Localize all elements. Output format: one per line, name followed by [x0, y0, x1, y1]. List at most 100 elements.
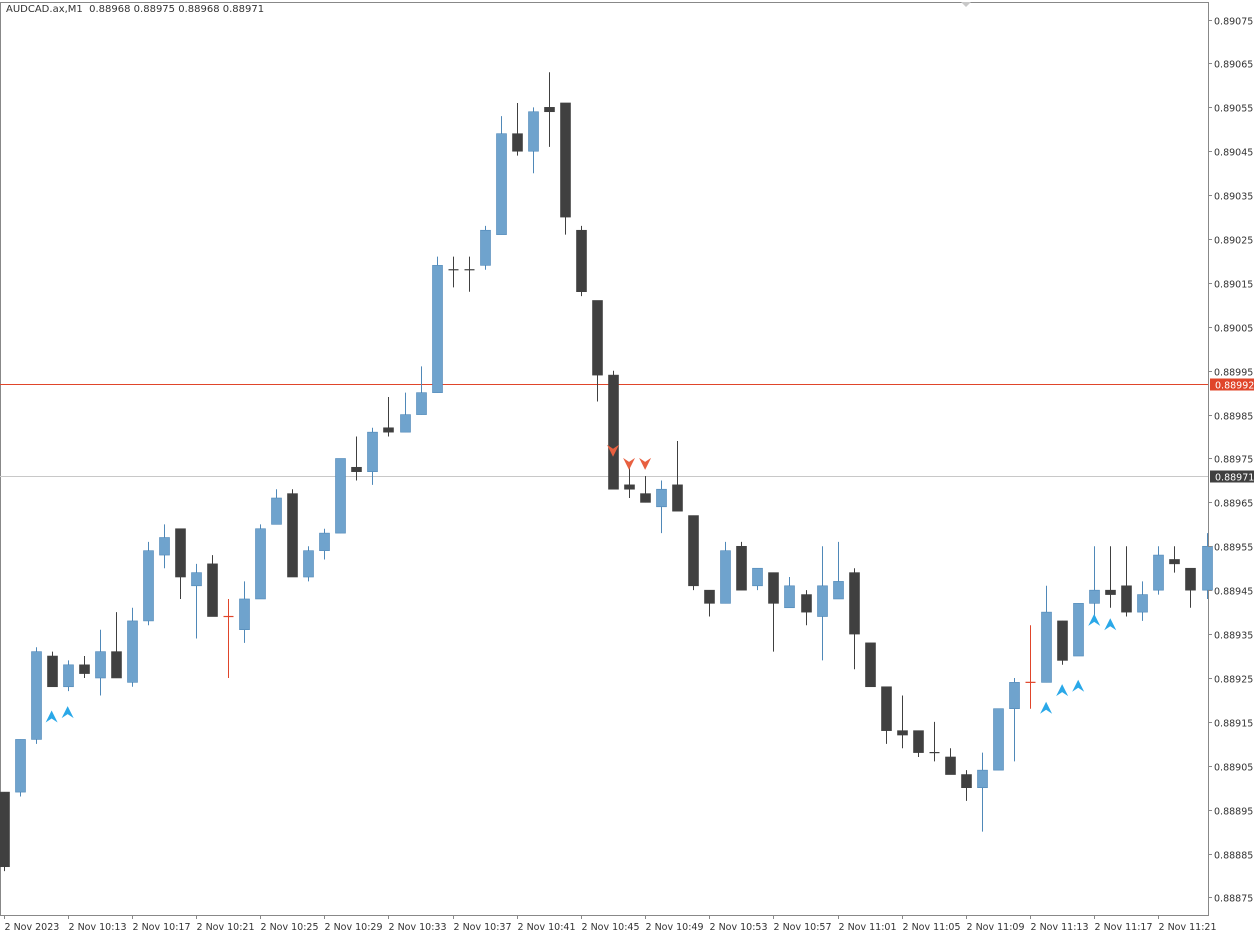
- y-tick-label: 0.89055: [1214, 104, 1253, 115]
- x-tick-label: 2 Nov 10:37: [454, 922, 512, 933]
- candle-bear: [383, 427, 394, 433]
- candle-bull: [255, 528, 266, 600]
- candle-bear: [608, 374, 619, 490]
- candle-bear: [111, 651, 122, 679]
- candle-bull: [1041, 611, 1052, 683]
- candle-bull: [1073, 603, 1084, 657]
- candle-bear: [207, 563, 218, 617]
- x-tick-label: 2 Nov 10:25: [261, 922, 319, 933]
- candle-bull: [416, 392, 427, 415]
- chart-shift-marker-icon[interactable]: [961, 2, 971, 7]
- candle-bear: [1121, 585, 1132, 613]
- y-tick-label: 0.89075: [1214, 17, 1253, 28]
- y-tick-label: 0.88945: [1214, 587, 1253, 598]
- price-label: 0.88992: [1215, 381, 1254, 392]
- candle-bull: [656, 488, 667, 508]
- candle-bull: [191, 572, 202, 587]
- bid-label: 0.88971: [1215, 473, 1254, 484]
- candle-bull: [31, 651, 42, 740]
- y-tick-label: 0.88985: [1214, 412, 1253, 423]
- x-tick-label: 2 Nov 2023: [5, 922, 60, 933]
- price-line-labels: 0.88992 0.88971: [1210, 378, 1254, 484]
- x-tick-label: 2 Nov 11:01: [839, 922, 897, 933]
- candle-bear: [287, 493, 298, 578]
- buy-arrow-icon: [1040, 701, 1053, 714]
- candle-bear: [881, 686, 892, 731]
- y-tick-label: 0.88965: [1214, 499, 1253, 510]
- candle-bear: [544, 107, 555, 113]
- symbol-label: AUDCAD.ax,M1: [6, 4, 83, 15]
- candle-bull: [127, 620, 138, 683]
- candle-bear: [351, 466, 362, 472]
- price-axis[interactable]: 0.89075 0.89065 0.89055 0.89045 0.89035 0.890…: [1208, 17, 1253, 905]
- price-label-box: [1210, 378, 1254, 391]
- y-tick-label: 0.89005: [1214, 324, 1253, 335]
- time-axis[interactable]: 2 Nov 2023 2 Nov 10:13 2 Nov 10:17 2 Nov 10…: [4, 915, 1217, 933]
- candle-bear: [672, 484, 683, 512]
- candle-bull: [1202, 545, 1213, 591]
- y-tick-label: 0.88955: [1214, 543, 1253, 554]
- candle-bull: [817, 585, 828, 617]
- candle-bull: [432, 265, 443, 393]
- candle-bull: [143, 550, 154, 622]
- candle-bear: [560, 102, 571, 218]
- x-tick-label: 2 Nov 11:21: [1159, 922, 1217, 933]
- candle-bear: [1057, 620, 1068, 661]
- y-tick-label: 0.89035: [1214, 192, 1253, 203]
- y-tick-label: 0.89015: [1214, 280, 1253, 291]
- candle-bear: [913, 730, 924, 753]
- buy-arrow-icon: [1072, 679, 1085, 692]
- sell-arrow-icon: [623, 457, 636, 470]
- ohlc-readout: 0.88968 0.88975 0.88968 0.88971: [89, 4, 265, 15]
- x-tick-label: 2 Nov 10:21: [197, 922, 255, 933]
- sell-arrow-icon: [607, 444, 620, 457]
- candle-bull: [63, 664, 74, 688]
- candle-bear: [945, 756, 956, 775]
- candle-bull: [400, 414, 411, 433]
- candle-bull: [319, 532, 330, 551]
- x-tick-label: 2 Nov 10:29: [325, 922, 383, 933]
- candle-bull: [720, 550, 731, 604]
- buy-arrow-icon: [1088, 613, 1101, 626]
- plot-frame: [0, 2, 1209, 916]
- candle-bear: [1185, 567, 1196, 591]
- candle-bull: [239, 598, 250, 630]
- candle-bull: [335, 458, 346, 534]
- candle-bear: [175, 528, 186, 578]
- candle-bull: [1009, 682, 1020, 709]
- candle-bear: [1169, 559, 1180, 565]
- candle-bear: [576, 229, 587, 293]
- bid-label-box: [1210, 470, 1254, 483]
- chart-header: AUDCAD.ax,M1 0.88968 0.88975 0.88968 0.8…: [6, 4, 264, 15]
- candle-bull: [367, 431, 378, 472]
- x-tick-label: 2 Nov 10:13: [69, 922, 127, 933]
- candle-bear: [624, 484, 635, 490]
- candle-bodies: [0, 102, 1213, 868]
- x-tick-label: 2 Nov 10:17: [133, 922, 191, 933]
- candle-bear: [688, 515, 699, 587]
- candle-bull: [15, 739, 26, 793]
- candle-bull: [303, 550, 314, 578]
- candle-bull: [496, 133, 507, 235]
- candle-bear: [897, 730, 908, 736]
- candle-bull: [1089, 589, 1100, 604]
- x-tick-label: 2 Nov 10:57: [774, 922, 832, 933]
- candle-bear: [47, 655, 58, 688]
- y-tick-label: 0.88895: [1214, 807, 1253, 818]
- candle-bull: [833, 581, 844, 600]
- candle-bear: [1105, 589, 1116, 595]
- x-tick-label: 2 Nov 11:17: [1095, 922, 1153, 933]
- candle-bull: [977, 769, 988, 789]
- x-tick-label: 2 Nov 11:13: [1031, 922, 1089, 933]
- candle-bear: [961, 774, 972, 789]
- candle-bear: [592, 300, 603, 376]
- candle-bull: [159, 537, 170, 556]
- x-tick-label: 2 Nov 10:33: [389, 922, 447, 933]
- candle-bear: [849, 572, 860, 635]
- candle-bull: [95, 651, 106, 679]
- x-tick-label: 2 Nov 11:09: [967, 922, 1025, 933]
- candle-bear: [704, 589, 715, 604]
- candle-bull: [528, 111, 539, 152]
- x-tick-label: 2 Nov 10:45: [582, 922, 640, 933]
